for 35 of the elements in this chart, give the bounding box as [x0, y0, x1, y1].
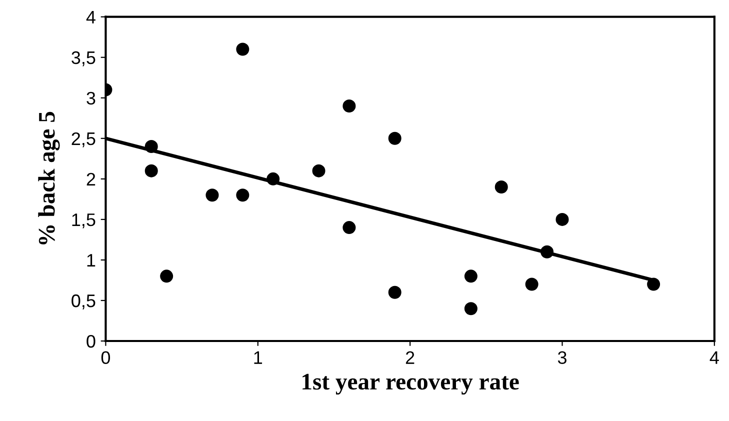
- y-tick-label: 4: [86, 10, 96, 24]
- y-tick-label: 2,5: [72, 132, 96, 148]
- point: [236, 42, 250, 56]
- x-axis-title: 1st year recovery rate: [302, 374, 519, 395]
- y-tick-label: 1,5: [72, 214, 96, 228]
- y-axis-title: % back age 5: [38, 112, 60, 244]
- point: [556, 212, 569, 226]
- x-tick-label: 1: [254, 351, 262, 364]
- point: [647, 278, 660, 291]
- point: [144, 164, 158, 178]
- point: [236, 188, 250, 202]
- point: [266, 172, 280, 186]
- point: [160, 270, 174, 283]
- point: [388, 132, 402, 145]
- x-tick-label: 3: [558, 351, 566, 364]
- point: [464, 270, 478, 283]
- y-tick-label: 1: [87, 254, 96, 267]
- point: [206, 188, 219, 202]
- y-tick-label: 3,5: [72, 51, 96, 66]
- y-tick-label: 0: [86, 334, 96, 348]
- point: [494, 180, 508, 194]
- point: [342, 99, 356, 112]
- y-tick-label: 2: [86, 172, 96, 186]
- point: [312, 164, 326, 178]
- point: [388, 286, 402, 299]
- point: [342, 221, 356, 234]
- x-tick-label: 2: [406, 351, 414, 364]
- point: [464, 302, 478, 316]
- x-tick-label: 4: [710, 351, 719, 364]
- point: [525, 278, 538, 291]
- x-tick-label: 0: [101, 351, 110, 364]
- point: [144, 140, 158, 154]
- y-tick-label: 3: [86, 92, 96, 105]
- y-tick-label: 0,5: [72, 294, 96, 310]
- point: [540, 245, 554, 258]
